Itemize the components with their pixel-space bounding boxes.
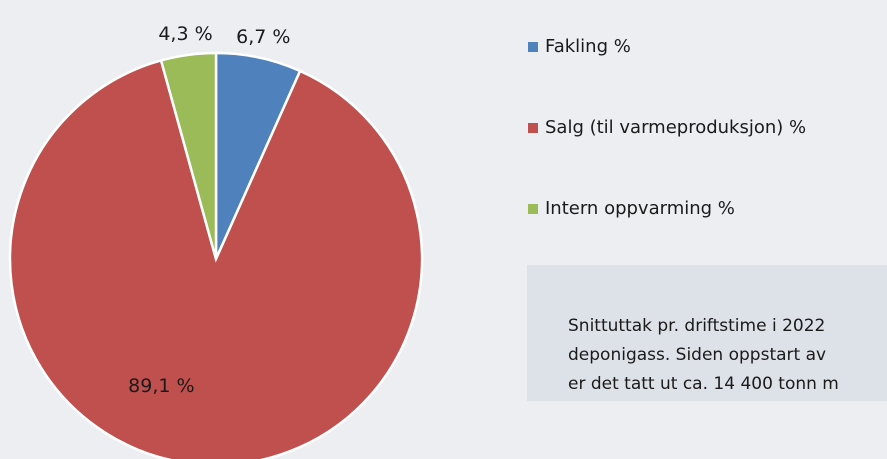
pie-slice <box>159 51 218 260</box>
data-label: 4,3 % <box>158 23 212 45</box>
pie-slice <box>8 58 424 459</box>
legend-label: Intern oppvarming % <box>545 198 735 219</box>
legend-label: Fakling % <box>545 36 631 57</box>
data-label: 89,1 % <box>128 375 194 397</box>
annotation-text: deponigass. Siden oppstart av <box>568 345 826 365</box>
annotation-text: er det tatt ut ca. 14 400 tonn m <box>568 374 839 394</box>
legend-swatch <box>528 123 538 133</box>
annotation-text: Snittuttak pr. driftstime i 2022 <box>568 316 825 336</box>
legend-swatch <box>528 204 538 214</box>
data-label: 6,7 % <box>236 26 290 48</box>
legend-swatch <box>528 42 538 52</box>
annotation-box <box>527 265 887 401</box>
legend-label: Salg (til varmeproduksjon) % <box>545 117 806 138</box>
